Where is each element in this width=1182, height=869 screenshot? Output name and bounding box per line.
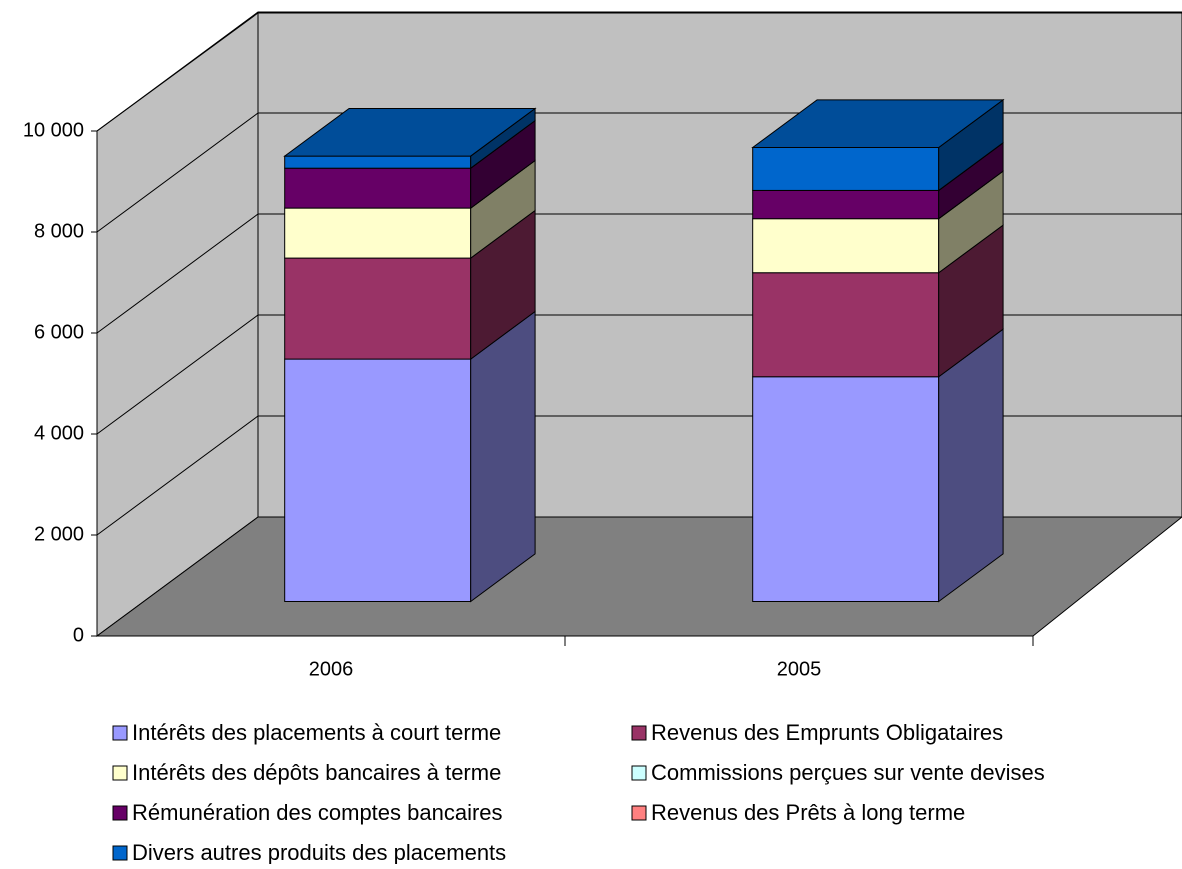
legend-swatch — [631, 765, 647, 781]
legend-swatch — [112, 805, 128, 821]
y-tick-label: 6 000 — [34, 321, 84, 343]
bar-segment — [752, 272, 940, 378]
legend-label: Intérêts des placements à court terme — [132, 720, 501, 745]
bar-segment — [284, 155, 472, 169]
bar-segment — [752, 189, 940, 220]
legend-swatch — [112, 725, 128, 741]
legend-label: Intérêts des dépôts bancaires à terme — [132, 760, 501, 785]
legend-swatch — [112, 765, 128, 781]
y-tick-label: 2 000 — [34, 523, 84, 545]
bar-segment — [752, 146, 940, 191]
legend-label: Rémunération des comptes bancaires — [132, 800, 503, 825]
legend-swatch — [631, 725, 647, 741]
y-tick-label: 10 000 — [23, 119, 84, 141]
bar-segment — [284, 358, 472, 602]
grid-line — [96, 11, 1182, 132]
x-tick-label: 2006 — [309, 658, 354, 680]
bar-side — [470, 310, 536, 603]
legend-label: Commissions perçues sur vente devises — [651, 760, 1045, 785]
bar-segment — [752, 376, 940, 602]
legend-label: Revenus des Emprunts Obligataires — [651, 720, 1003, 745]
bar-top — [751, 99, 1005, 148]
legend-swatch — [112, 845, 128, 861]
bar-segment — [752, 218, 940, 274]
y-tick-label: 0 — [73, 624, 84, 646]
floor — [95, 516, 1182, 637]
legend-label: Divers autres produits des placements — [132, 840, 506, 864]
bar-top — [283, 107, 537, 157]
bar-segment — [284, 257, 472, 360]
x-tick-label: 2005 — [777, 658, 822, 680]
legend-swatch — [631, 805, 647, 821]
y-tick-label: 8 000 — [34, 220, 84, 242]
legend-label: Revenus des Prêts à long terme — [651, 800, 965, 825]
bar-segment — [284, 167, 472, 209]
bar-segment — [284, 207, 472, 259]
y-tick-label: 4 000 — [34, 422, 84, 444]
